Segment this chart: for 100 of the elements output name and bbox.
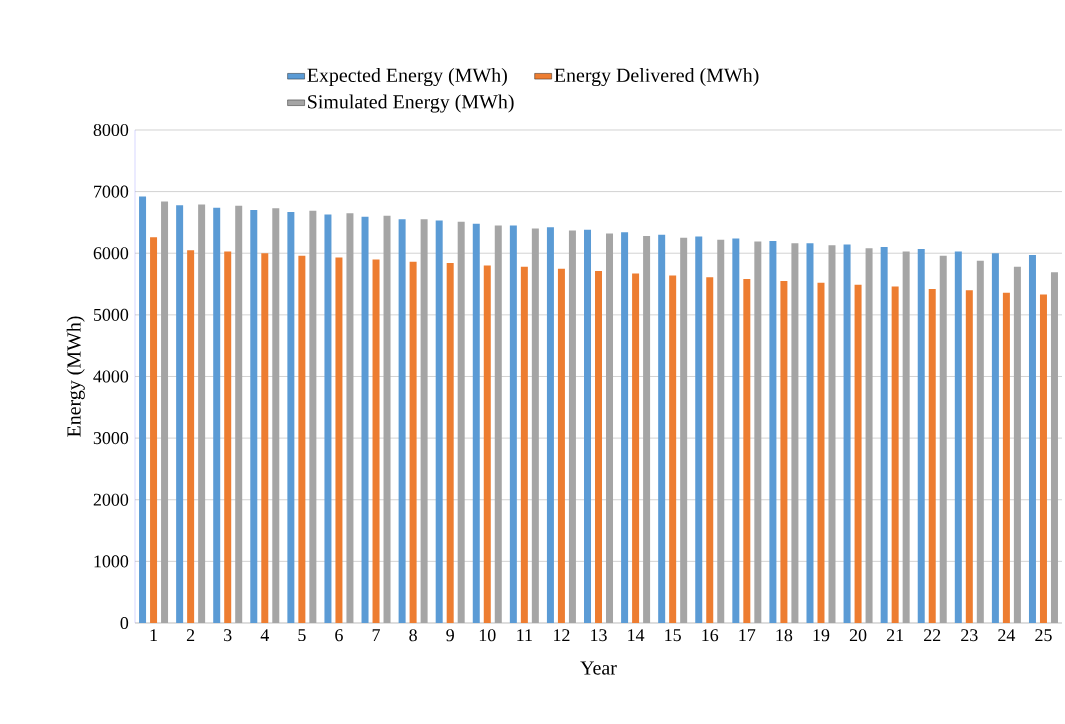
bar (309, 210, 317, 623)
y-tick-label: 6000 (93, 247, 129, 260)
bar (1050, 272, 1058, 623)
x-tick-label: 24 (998, 629, 1016, 642)
x-tick-label: 14 (628, 629, 645, 641)
x-tick-label: 4 (260, 629, 269, 641)
bar (531, 228, 539, 623)
bar (880, 247, 888, 623)
bar (335, 257, 343, 623)
bar (383, 215, 391, 623)
x-tick-label: 25 (1035, 629, 1052, 642)
x-tick-label: 1 (150, 629, 157, 641)
y-axis-title: Energy (MWh) (66, 316, 85, 437)
bar (261, 253, 269, 623)
y-tick-label: 1000 (94, 555, 129, 568)
x-axis-title: Year (580, 661, 617, 675)
bar (287, 211, 295, 623)
bar (409, 261, 417, 623)
bar (939, 255, 947, 623)
bar (902, 251, 910, 623)
bar (457, 221, 465, 623)
bar (272, 208, 280, 623)
bar (806, 243, 814, 623)
bar (483, 265, 491, 623)
bar (706, 277, 714, 623)
x-tick-label: 17 (739, 629, 756, 641)
bar (743, 279, 751, 623)
y-tick-label: 7000 (94, 185, 129, 198)
bar (509, 225, 517, 623)
bar (494, 225, 502, 623)
bar (568, 230, 576, 623)
bar (420, 219, 428, 623)
bar (917, 248, 925, 623)
x-tick-label: 3 (224, 629, 232, 642)
bar (187, 250, 195, 623)
x-tick-label: 8 (409, 629, 417, 642)
bar (213, 207, 221, 623)
bar (584, 229, 592, 623)
bar (250, 210, 258, 623)
y-tick-label: 3000 (93, 432, 129, 445)
bar (235, 205, 243, 623)
bar (1002, 292, 1010, 623)
y-tick-label: 4000 (93, 370, 129, 383)
bar (632, 273, 640, 623)
bar (298, 255, 306, 623)
bar (346, 213, 354, 623)
y-tick-label: 8000 (93, 123, 129, 137)
bar (435, 220, 443, 623)
bar (954, 251, 962, 623)
bar (150, 237, 158, 623)
x-tick-label: 20 (849, 629, 867, 642)
bar (865, 248, 873, 623)
bar (372, 259, 380, 623)
bar (843, 244, 851, 623)
bar (669, 275, 677, 623)
x-tick-label: 13 (591, 629, 607, 642)
bar (991, 253, 999, 623)
y-tick-label: 0 (120, 616, 129, 630)
bar (965, 290, 973, 623)
bar (324, 214, 332, 623)
bar (828, 245, 836, 623)
bar (595, 271, 603, 623)
legend-label: Expected Energy (MWh) (307, 67, 507, 87)
x-tick-label: 5 (298, 629, 306, 642)
bar (621, 232, 629, 623)
bar (1028, 255, 1036, 623)
bar (891, 286, 899, 623)
bar (606, 233, 614, 623)
x-tick-label: 6 (335, 629, 343, 642)
bar (732, 238, 740, 623)
y-tick-label: 2000 (93, 493, 129, 506)
bar (769, 240, 777, 623)
x-tick-label: 23 (961, 629, 978, 642)
x-tick-label: 7 (372, 629, 380, 641)
bar (1013, 266, 1021, 623)
bar (1039, 294, 1047, 623)
bar (361, 216, 369, 623)
bar (658, 234, 666, 623)
x-tick-label: 12 (554, 629, 570, 642)
bar (472, 223, 480, 623)
x-tick-label: 18 (776, 629, 793, 642)
legend-label: Energy Delivered (MWh) (554, 67, 759, 87)
x-tick-label: 19 (813, 629, 830, 642)
x-tick-label: 15 (665, 629, 681, 642)
x-tick-label: 11 (517, 629, 532, 641)
legend-label: Simulated Energy (MWh) (308, 94, 514, 113)
bar (398, 219, 406, 623)
x-tick-label: 21 (886, 629, 904, 642)
bar (198, 204, 206, 623)
bar (854, 284, 862, 623)
x-tick-label: 16 (702, 629, 719, 642)
bar (446, 263, 454, 623)
bar (680, 237, 688, 623)
bar (139, 196, 147, 623)
bar (557, 268, 565, 623)
bar (176, 205, 184, 623)
x-tick-label: 9 (446, 629, 454, 642)
bar (817, 282, 825, 623)
x-tick-label: 22 (924, 629, 941, 642)
bar (976, 260, 984, 623)
